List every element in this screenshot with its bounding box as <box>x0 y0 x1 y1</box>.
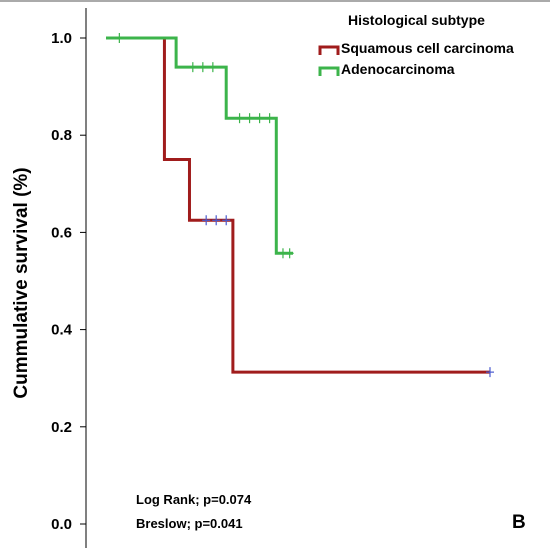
y-tick-label: 0.0 <box>51 516 72 533</box>
breslow-annotation: Breslow; p=0.041 <box>136 516 243 531</box>
legend-label: Squamous cell carcinoma <box>341 40 514 56</box>
legend: Histological subtype Squamous cell carci… <box>318 12 514 77</box>
y-tick-label: 1.0 <box>51 30 72 47</box>
y-tick-label: 0.4 <box>51 322 73 339</box>
panel-label: B <box>512 512 526 533</box>
legend-swatch <box>318 66 340 76</box>
y-tick-label: 0.2 <box>51 419 72 436</box>
legend-label: Adenocarcinoma <box>341 61 455 77</box>
log-rank-annotation: Log Rank; p=0.074 <box>136 492 252 507</box>
legend-swatch <box>318 45 340 55</box>
y-axis-ticks: 0.0 0.2 0.4 0.6 0.8 1.0 <box>51 30 86 533</box>
legend-entries: Squamous cell carcinoma Adenocarcinoma <box>318 40 514 77</box>
series-line-adeno <box>106 36 293 255</box>
series-layer <box>106 33 494 378</box>
y-tick-label: 0.8 <box>51 127 72 144</box>
y-tick-label: 0.6 <box>51 224 72 241</box>
y-axis-label: Cummulative survival (%) <box>11 167 32 398</box>
legend-title: Histological subtype <box>348 12 485 28</box>
series-line-squamous <box>106 36 490 374</box>
